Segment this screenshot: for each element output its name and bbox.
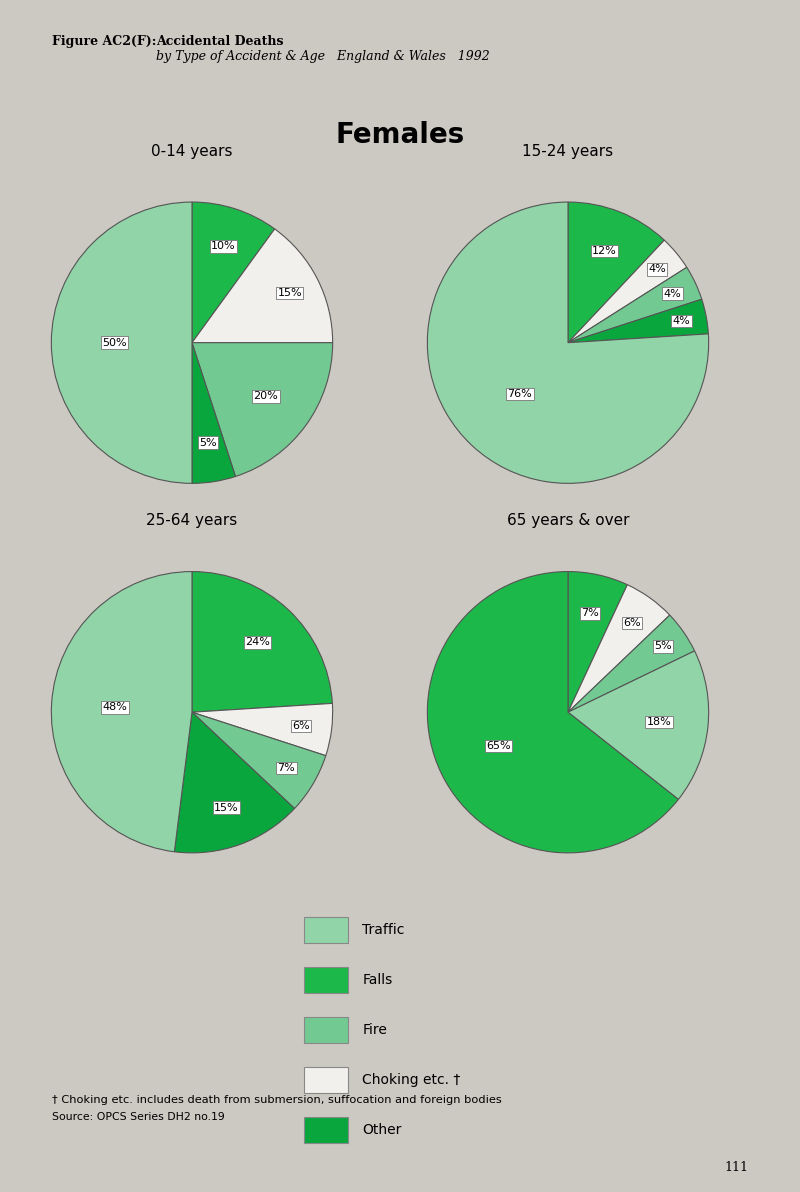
Title: 15-24 years: 15-24 years [522, 144, 614, 159]
Text: 4%: 4% [648, 265, 666, 274]
Text: 5%: 5% [654, 641, 671, 652]
Text: 7%: 7% [581, 608, 598, 619]
Wedge shape [192, 713, 326, 808]
Wedge shape [174, 713, 294, 852]
Wedge shape [192, 203, 274, 343]
Text: 7%: 7% [278, 763, 295, 774]
Wedge shape [192, 571, 332, 713]
Wedge shape [568, 240, 686, 343]
Title: 0-14 years: 0-14 years [151, 144, 233, 159]
Text: Fire: Fire [362, 1023, 387, 1037]
Text: 12%: 12% [592, 247, 617, 256]
Wedge shape [192, 703, 333, 756]
Text: 15%: 15% [214, 802, 238, 813]
Text: Accidental Deaths: Accidental Deaths [156, 36, 283, 49]
Text: 18%: 18% [646, 718, 671, 727]
Text: 76%: 76% [507, 389, 532, 399]
Text: 48%: 48% [102, 702, 127, 713]
Text: 24%: 24% [245, 638, 270, 647]
Title: 25-64 years: 25-64 years [146, 514, 238, 528]
Text: 5%: 5% [199, 437, 217, 448]
Text: 4%: 4% [663, 288, 682, 298]
Text: 4%: 4% [673, 316, 690, 327]
Text: Source: OPCS Series DH2 no.19: Source: OPCS Series DH2 no.19 [52, 1112, 225, 1123]
Wedge shape [427, 571, 678, 852]
Text: Females: Females [335, 122, 465, 149]
Text: 10%: 10% [211, 242, 236, 252]
Text: 6%: 6% [292, 721, 310, 731]
Wedge shape [568, 585, 670, 713]
Title: 65 years & over: 65 years & over [506, 514, 630, 528]
Wedge shape [192, 343, 333, 477]
Wedge shape [568, 615, 694, 713]
Wedge shape [568, 651, 709, 800]
Wedge shape [568, 267, 702, 343]
Wedge shape [568, 299, 708, 343]
Text: Falls: Falls [362, 973, 393, 987]
Text: † Choking etc. includes death from submersion, suffocation and foreign bodies: † Choking etc. includes death from subme… [52, 1094, 502, 1105]
Text: Other: Other [362, 1123, 402, 1137]
Text: Figure AC2(F):: Figure AC2(F): [52, 36, 156, 49]
Text: by Type of Accident & Age   England & Wales   1992: by Type of Accident & Age England & Wale… [156, 50, 490, 63]
Text: 111: 111 [724, 1161, 748, 1174]
Wedge shape [568, 203, 664, 343]
Wedge shape [192, 229, 333, 343]
Wedge shape [51, 571, 192, 852]
Text: 65%: 65% [486, 741, 510, 751]
Text: Traffic: Traffic [362, 923, 405, 937]
Text: Choking etc. †: Choking etc. † [362, 1073, 461, 1087]
Wedge shape [427, 203, 709, 483]
Text: 6%: 6% [623, 619, 641, 628]
Wedge shape [51, 203, 192, 484]
Text: 50%: 50% [102, 337, 127, 348]
Text: 20%: 20% [254, 391, 278, 402]
Wedge shape [192, 343, 235, 484]
Text: 15%: 15% [278, 288, 302, 298]
Wedge shape [568, 571, 627, 713]
